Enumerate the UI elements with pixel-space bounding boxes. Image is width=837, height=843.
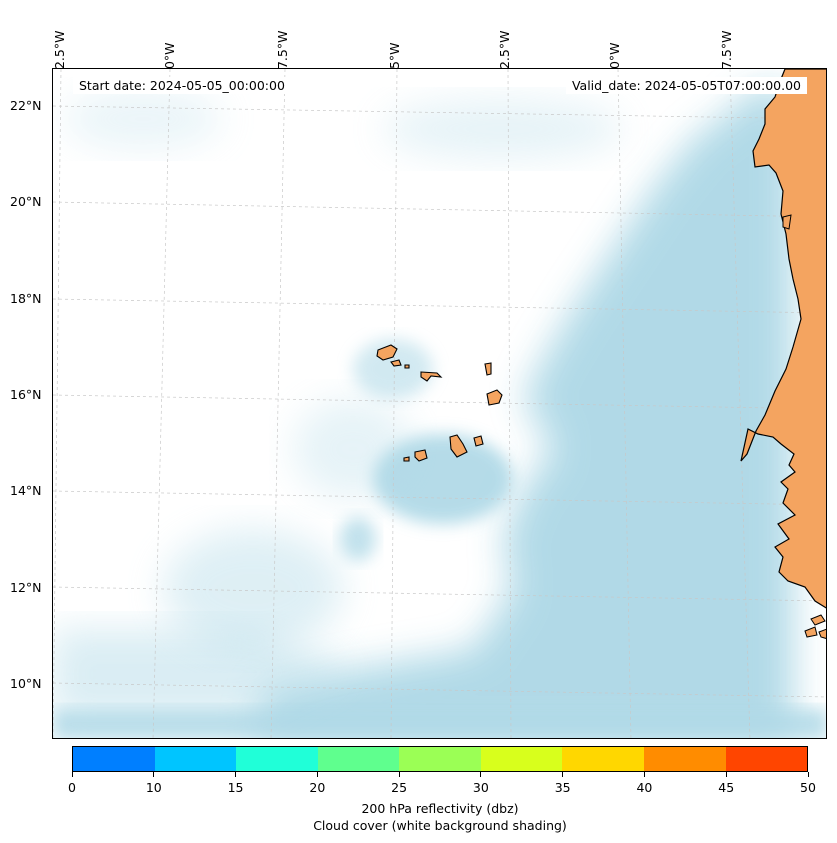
cloud-blob-southwest xyxy=(163,529,343,649)
meridian-17-5w xyxy=(729,69,751,738)
meridian-27-5w xyxy=(270,69,286,738)
colorbar-tick-label: 10 xyxy=(145,780,162,795)
meridian-20w xyxy=(617,69,632,738)
colorbar-tick-mark xyxy=(71,772,73,777)
colorbar-segment xyxy=(725,747,808,771)
colorbar-segment xyxy=(73,747,155,771)
colorbar-tick-mark xyxy=(562,772,564,777)
island-santo-antao xyxy=(376,344,398,361)
start-date-label: Start date: 2024-05-05_00:00:00 xyxy=(73,77,291,94)
latitude-label: 20°N xyxy=(10,194,42,209)
colorbar-tick-mark xyxy=(643,772,645,777)
cloud-blob-nw xyxy=(63,89,223,149)
colorbar-tick-mark xyxy=(725,772,727,777)
cloud-blob-north xyxy=(383,99,623,159)
cloud-blob-mid xyxy=(293,399,413,499)
island-santiago xyxy=(449,434,468,458)
coastal-islands xyxy=(782,214,826,639)
island-sao-vicente xyxy=(390,359,402,367)
island-brava xyxy=(403,456,410,462)
african-coast-land xyxy=(740,69,826,609)
island-bijagos-2 xyxy=(804,626,818,638)
colorbar-tick-label: 0 xyxy=(68,780,76,795)
colorbar-tick-mark xyxy=(398,772,400,777)
colorbar-tick-label: 25 xyxy=(391,780,408,795)
meridian-22-5w xyxy=(507,69,512,738)
colorbar-tick-label: 15 xyxy=(227,780,244,795)
cape-verde-islands xyxy=(376,344,503,462)
island-maio xyxy=(473,435,484,447)
valid-date-label: Valid_date: 2024-05-05T07:00:00.00 xyxy=(565,77,807,94)
latitude-label: 14°N xyxy=(10,483,42,498)
colorbar-segment xyxy=(236,747,318,771)
colorbar-segment xyxy=(480,747,563,771)
meridian-30w xyxy=(152,69,171,738)
colorbar-tick-label: 35 xyxy=(554,780,571,795)
cloud-blob-west xyxy=(340,517,376,561)
colorbar-tick-mark xyxy=(807,772,809,777)
cloud-blob-north-islands xyxy=(353,339,433,399)
colorbar-segment xyxy=(562,747,644,771)
latitude-label: 12°N xyxy=(10,580,42,595)
island-sal xyxy=(484,362,492,376)
meridian-32-5w xyxy=(53,69,62,738)
cloud-mass-east xyxy=(253,89,793,738)
island-bijagos-3 xyxy=(818,628,826,639)
island-boa-vista xyxy=(486,389,503,406)
colorbar-tick-label: 45 xyxy=(718,780,735,795)
latitude-label: 10°N xyxy=(10,676,42,691)
colorbar-segment xyxy=(399,747,481,771)
island-fogo xyxy=(414,449,428,462)
latitude-label: 16°N xyxy=(10,387,42,402)
latitude-label: 22°N xyxy=(10,98,42,113)
map-panel xyxy=(52,68,827,739)
cloud-cover-shading xyxy=(53,89,826,738)
colorbar-title-line2: Cloud cover (white background shading) xyxy=(313,818,567,833)
colorbar-tick-mark xyxy=(153,772,155,777)
island-bijagos-1 xyxy=(810,614,826,626)
colorbar-tick-mark xyxy=(235,772,237,777)
colorbar-tick-mark xyxy=(316,772,318,777)
colorbar-segment xyxy=(317,747,400,771)
colorbar-tick-label: 50 xyxy=(800,780,816,795)
colorbar-tick-label: 20 xyxy=(309,780,326,795)
map-canvas xyxy=(53,69,826,738)
colorbar-segment xyxy=(154,747,237,771)
colorbar-title-line1: 200 hPa reflectivity (dbz) xyxy=(361,801,519,816)
latitude-label: 18°N xyxy=(10,291,42,306)
island-sao-nicolau xyxy=(420,371,443,382)
meridian-25w xyxy=(390,69,398,738)
reflectivity-colorbar xyxy=(72,746,808,772)
island-coast-north xyxy=(782,214,792,230)
graticule xyxy=(53,69,826,738)
cloud-band-south-light xyxy=(53,629,353,719)
colorbar-tick-mark xyxy=(480,772,482,777)
colorbar-tick-label: 30 xyxy=(472,780,489,795)
colorbar-segment xyxy=(643,747,726,771)
colorbar-tick-label: 40 xyxy=(636,780,653,795)
island-santa-luzia xyxy=(404,364,410,369)
